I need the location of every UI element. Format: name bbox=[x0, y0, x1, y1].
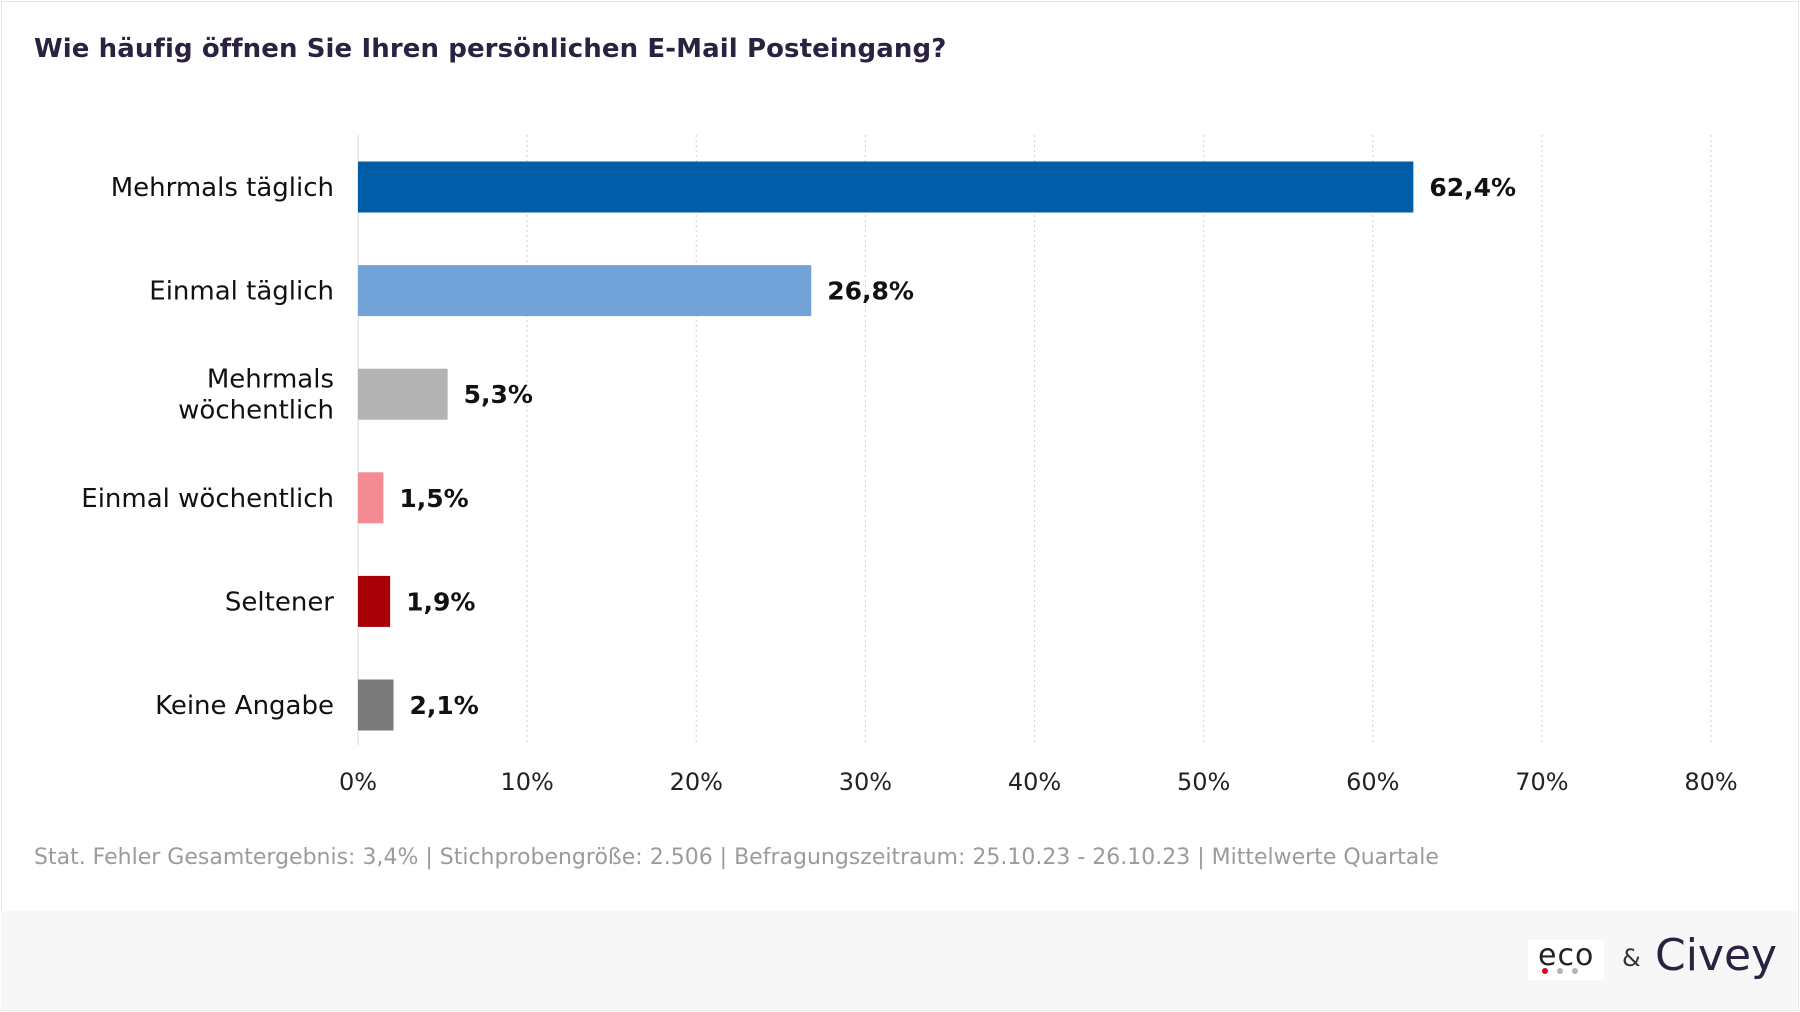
x-tick-label: 20% bbox=[670, 768, 723, 796]
x-axis-ticks: 0% 10% 20% 30% 40% 50% 60% 70% 80% bbox=[339, 768, 1738, 796]
eco-logo-dots bbox=[1542, 968, 1578, 974]
eco-logo: eco bbox=[1528, 938, 1604, 980]
footer-bar bbox=[1, 911, 1797, 1009]
category-label: Einmal täglich bbox=[149, 277, 334, 307]
category-label-line: wöchentlich bbox=[178, 396, 334, 426]
category-label: Mehrmals täglich bbox=[111, 173, 334, 203]
bar-chart: 62,4% 26,8% 5,3% 1,5% 1,9% 2,1% Mehrmals tägl… bbox=[81, 135, 1738, 796]
eco-logo-text: eco bbox=[1538, 938, 1595, 973]
chart-title: Wie häufig öffnen Sie Ihren persönlichen… bbox=[34, 34, 947, 64]
x-tick-label: 40% bbox=[1008, 768, 1061, 796]
bar bbox=[358, 368, 448, 420]
footnote: Stat. Fehler Gesamtergebnis: 3,4% | Stic… bbox=[34, 845, 1439, 870]
x-tick-label: 60% bbox=[1346, 768, 1399, 796]
ampersand: & bbox=[1622, 944, 1641, 972]
value-label: 1,5% bbox=[399, 484, 468, 513]
bar bbox=[358, 265, 812, 317]
category-label-line: Seltener bbox=[225, 587, 334, 617]
x-tick-label: 70% bbox=[1515, 768, 1568, 796]
gridlines bbox=[357, 135, 1712, 745]
category-label: Seltener bbox=[225, 587, 334, 617]
category-label-line: Einmal täglich bbox=[149, 277, 334, 307]
category-label-line: Einmal wöchentlich bbox=[81, 484, 334, 514]
value-label: 2,1% bbox=[410, 691, 479, 720]
category-label: Keine Angabe bbox=[155, 691, 334, 721]
bar bbox=[358, 161, 1414, 213]
value-label: 26,8% bbox=[827, 277, 914, 306]
x-tick-label: 30% bbox=[839, 768, 892, 796]
eco-dot bbox=[1557, 968, 1563, 974]
civey-logo: Civey bbox=[1655, 930, 1778, 981]
bar bbox=[358, 575, 391, 627]
category-label: Mehrmals wöchentlich bbox=[178, 365, 334, 426]
value-label: 1,9% bbox=[406, 587, 475, 616]
x-tick-label: 80% bbox=[1684, 768, 1737, 796]
category-labels: Mehrmals täglich Einmal täglich Mehrmals wö… bbox=[81, 173, 334, 721]
category-label-line: Keine Angabe bbox=[155, 691, 334, 721]
x-tick-label: 0% bbox=[339, 768, 377, 796]
category-label: Einmal wöchentlich bbox=[81, 484, 334, 514]
x-tick-label: 50% bbox=[1177, 768, 1230, 796]
eco-dot bbox=[1572, 968, 1578, 974]
eco-dot bbox=[1542, 968, 1548, 974]
value-label: 62,4% bbox=[1429, 173, 1516, 202]
bar bbox=[358, 679, 394, 731]
category-label-line: Mehrmals bbox=[207, 365, 334, 395]
category-label-line: Mehrmals täglich bbox=[111, 173, 334, 203]
value-labels: 62,4% 26,8% 5,3% 1,5% 1,9% 2,1% bbox=[399, 173, 1516, 720]
bars bbox=[358, 161, 1414, 731]
x-tick-label: 10% bbox=[500, 768, 553, 796]
value-label: 5,3% bbox=[464, 380, 533, 409]
bar bbox=[358, 472, 384, 524]
